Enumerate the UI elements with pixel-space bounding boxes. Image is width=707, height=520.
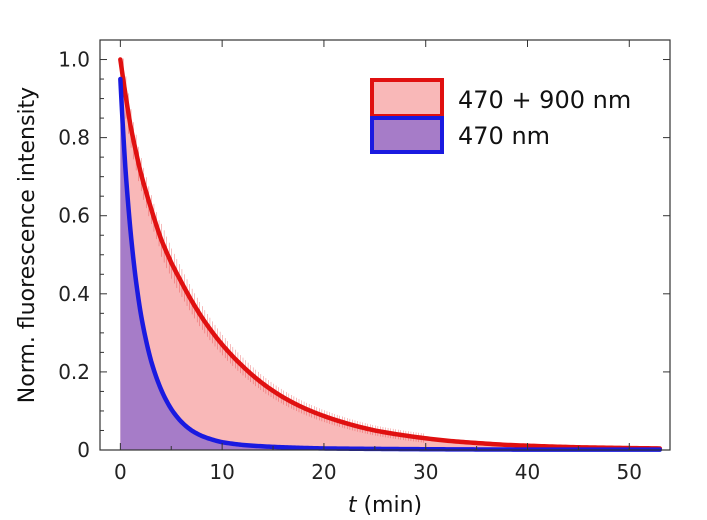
x-tick-label: 20 [311, 460, 336, 484]
legend-swatch-470-900 [370, 78, 444, 118]
x-tick-label: 0 [114, 460, 127, 484]
x-tick-label: 40 [515, 460, 540, 484]
y-tick-label: 0.6 [58, 204, 90, 228]
y-axis-label: Norm. fluorescence intensity [15, 87, 40, 403]
series-line-0 [118, 57, 663, 451]
y-tick-label: 0.4 [58, 282, 90, 306]
x-tick-label: 30 [413, 460, 438, 484]
axis-ticks [100, 40, 670, 451]
x-axis-label: t (min) [348, 493, 422, 518]
x-axis-label-unit: (min) [356, 493, 422, 518]
plot-frame [99, 39, 671, 451]
y-tick-label: 0.8 [58, 126, 90, 150]
y-tick-label: 0 [77, 438, 90, 462]
x-tick-label: 10 [209, 460, 234, 484]
x-tick-label: 50 [617, 460, 642, 484]
legend-label-470-900: 470 + 900 nm [458, 86, 631, 114]
x-axis-label-symbol: t [348, 493, 358, 518]
y-tick-label: 0.2 [58, 360, 90, 384]
y-tick-label: 1.0 [58, 48, 90, 72]
legend-label-470: 470 nm [458, 122, 550, 150]
tick-labels: 0 10 20 30 40 50 0 0.2 0.4 0.6 0.8 1.0 [58, 48, 642, 484]
legend: 470 + 900 nm 470 nm [370, 78, 631, 154]
legend-swatch-470 [370, 116, 444, 154]
